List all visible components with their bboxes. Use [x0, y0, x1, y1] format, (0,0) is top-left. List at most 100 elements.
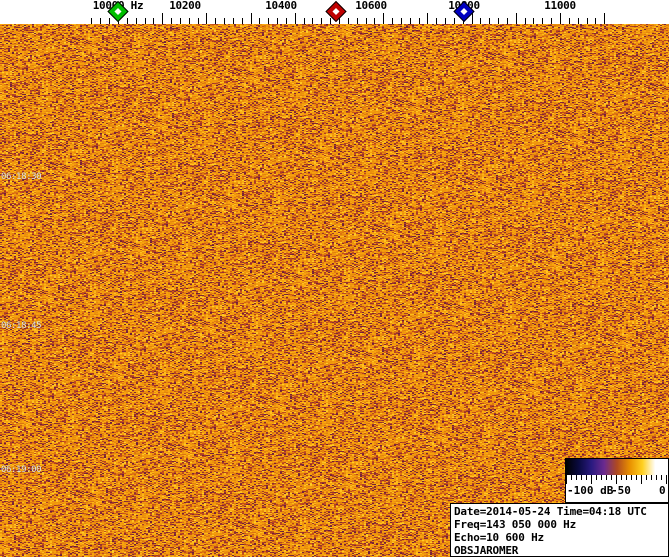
frequency-tick — [366, 18, 367, 24]
frequency-tick — [91, 18, 92, 24]
frequency-tick — [587, 18, 588, 24]
frequency-tick — [410, 18, 411, 24]
colorbar-legend: -100 dB -50 0 — [565, 458, 669, 503]
frequency-tick — [445, 18, 446, 24]
frequency-tick — [357, 18, 358, 24]
time-axis-label: 06:18:45 — [1, 321, 42, 331]
frequency-tick — [383, 13, 384, 24]
frequency-tick-label: 10400 — [265, 0, 297, 12]
frequency-tick — [525, 18, 526, 24]
frequency-tick — [145, 18, 146, 24]
frequency-tick — [578, 18, 579, 24]
frequency-tick — [551, 18, 552, 24]
frequency-tick — [321, 18, 322, 24]
colorbar-tick — [636, 475, 637, 480]
info-box: Date=2014-05-24 Time=04:18 UTC Freq=143 … — [450, 503, 669, 557]
frequency-tick — [268, 18, 269, 24]
frequency-tick-label: 11000 — [544, 0, 576, 12]
colorbar-tick-marks — [566, 475, 668, 485]
frequency-tick — [489, 18, 490, 24]
frequency-tick — [419, 18, 420, 24]
colorbar-tick — [641, 475, 642, 484]
info-echo: Echo=10 600 Hz — [454, 531, 544, 544]
colorbar-tick — [586, 475, 587, 480]
time-axis-label: 06:19:00 — [1, 465, 42, 475]
frequency-tick — [171, 18, 172, 24]
frequency-tick — [480, 18, 481, 24]
colorbar-tick — [566, 475, 567, 484]
frequency-tick — [153, 18, 154, 24]
frequency-tick — [109, 18, 110, 24]
colorbar-tick — [571, 475, 572, 480]
colorbar-label: -50 — [611, 484, 631, 497]
colorbar-tick-labels: -100 dB -50 0 — [566, 484, 668, 500]
frequency-tick-label: 10200 — [169, 0, 201, 12]
colorbar-tick — [666, 475, 667, 484]
frequency-tick — [215, 18, 216, 24]
colorbar-tick — [661, 475, 662, 480]
spectrogram-waterfall[interactable]: 06:18:30 06:18:45 06:19:00 — [0, 24, 669, 557]
colorbar-label: -100 dB — [567, 484, 614, 497]
frequency-tick — [259, 18, 260, 24]
frequency-tick — [454, 18, 455, 24]
frequency-tick — [224, 18, 225, 24]
colorbar-tick — [616, 475, 617, 484]
colorbar-tick — [581, 475, 582, 480]
frequency-tick-marks — [0, 12, 669, 24]
frequency-tick — [136, 18, 137, 24]
frequency-tick — [427, 13, 428, 24]
info-frequency: Freq=143 050 000 Hz — [454, 518, 577, 531]
frequency-tick — [127, 18, 128, 24]
frequency-tick — [251, 13, 252, 24]
frequency-tick — [542, 18, 543, 24]
colorbar-tick — [576, 475, 577, 480]
frequency-tick — [569, 18, 570, 24]
frequency-tick — [507, 18, 508, 24]
colorbar-label: 0 — [659, 484, 666, 497]
colorbar-tick — [606, 475, 607, 480]
frequency-tick — [304, 18, 305, 24]
frequency-tick — [348, 18, 349, 24]
time-axis-label: 06:18:30 — [1, 172, 42, 182]
colorbar-tick — [601, 475, 602, 480]
frequency-tick — [498, 18, 499, 24]
frequency-tick — [604, 13, 605, 24]
frequency-tick — [277, 18, 278, 24]
frequency-tick — [595, 18, 596, 24]
frequency-tick-label: 10600 — [355, 0, 387, 12]
frequency-tick — [162, 13, 163, 24]
frequency-tick — [401, 18, 402, 24]
frequency-tick — [560, 13, 561, 24]
info-date-time: Date=2014-05-24 Time=04:18 UTC — [454, 505, 647, 518]
colorbar-tick — [656, 475, 657, 480]
frequency-tick — [472, 13, 473, 24]
frequency-tick — [312, 18, 313, 24]
colorbar-tick — [591, 475, 592, 484]
colorbar-tick — [631, 475, 632, 480]
frequency-tick — [242, 18, 243, 24]
frequency-tick — [295, 13, 296, 24]
frequency-tick — [516, 13, 517, 24]
colorbar-tick — [626, 475, 627, 480]
frequency-tick — [286, 18, 287, 24]
frequency-tick — [330, 18, 331, 24]
frequency-tick — [233, 18, 234, 24]
info-observer: OBSJAROMER — [454, 544, 519, 557]
colorbar-gradient — [566, 459, 668, 475]
frequency-tick — [374, 18, 375, 24]
frequency-tick — [180, 18, 181, 24]
frequency-tick — [198, 18, 199, 24]
spectrogram-canvas — [0, 24, 669, 557]
frequency-tick — [436, 18, 437, 24]
colorbar-tick — [621, 475, 622, 480]
colorbar-tick — [596, 475, 597, 480]
colorbar-tick — [646, 475, 647, 480]
frequency-tick — [189, 18, 190, 24]
frequency-tick — [100, 18, 101, 24]
frequency-tick — [206, 13, 207, 24]
colorbar-tick — [611, 475, 612, 480]
frequency-ruler: 10000 Hz1020010400106001080011000 — [0, 0, 669, 24]
frequency-tick — [533, 18, 534, 24]
colorbar-tick — [651, 475, 652, 480]
